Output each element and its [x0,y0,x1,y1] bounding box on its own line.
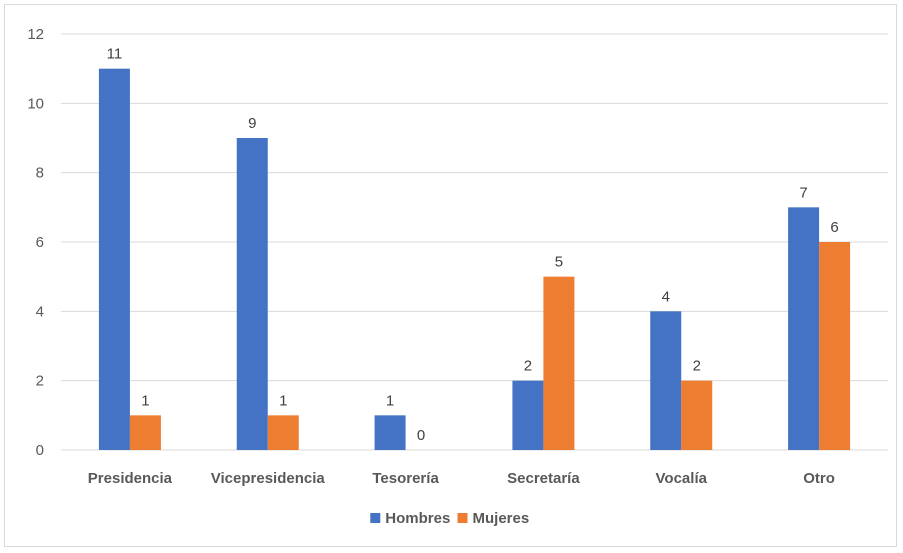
data-label-mujeres-5: 6 [830,219,838,236]
x-tick-label: Secretaría [507,470,580,487]
y-tick-label: 10 [27,95,44,112]
legend-label-hombres: Hombres [385,510,450,527]
bar-hombres-0 [98,68,130,451]
x-tick-label: Vicepresidencia [211,470,326,487]
y-axis-ticks: 0 2 4 6 8 10 12 [27,26,44,459]
y-tick-label: 0 [36,442,44,459]
y-tick-label: 4 [36,303,44,320]
x-tick-label: Otro [803,470,835,487]
bars [98,68,851,451]
bar-mujeres-1 [267,415,299,450]
bar-mujeres-3 [543,276,575,450]
x-tick-label: Tesorería [372,470,439,487]
legend: Hombres Mujeres [370,510,529,527]
data-label-mujeres-2: 0 [417,427,425,444]
bar-hombres-3 [512,380,544,450]
gridlines [61,33,888,451]
data-label-hombres-3: 2 [524,358,532,375]
data-label-hombres-1: 9 [248,115,256,132]
data-label-hombres-0: 11 [107,46,123,63]
y-tick-label: 12 [27,26,44,43]
data-label-mujeres-3: 5 [555,254,563,271]
y-tick-label: 6 [36,234,44,251]
data-label-hombres-4: 4 [662,288,670,305]
bar-hombres-2 [374,415,406,450]
x-tick-label: Presidencia [88,470,173,487]
legend-swatch-mujeres [457,513,468,523]
x-tick-label: Vocalía [656,470,708,487]
bar-mujeres-5 [819,242,851,450]
bar-hombres-1 [236,138,268,450]
data-label-mujeres-0: 1 [141,392,149,409]
y-tick-label: 2 [36,373,44,390]
bar-mujeres-4 [681,380,713,450]
data-label-hombres-5: 7 [799,184,807,201]
data-label-mujeres-1: 1 [279,392,287,409]
legend-swatch-hombres [370,513,381,523]
data-label-mujeres-4: 2 [693,358,701,375]
legend-label-mujeres: Mujeres [473,510,530,527]
bar-hombres-5 [788,207,820,450]
bar-mujeres-0 [129,415,161,450]
y-tick-label: 8 [36,165,44,182]
chart-frame [4,4,897,547]
data-label-hombres-2: 1 [386,392,394,409]
bar-hombres-4 [650,311,682,450]
x-axis-labels: Presidencia Vicepresidencia Tesorería Secre… [88,470,835,487]
